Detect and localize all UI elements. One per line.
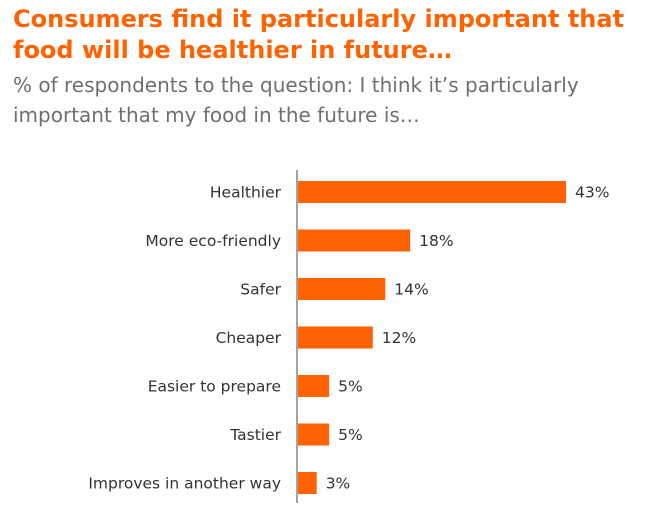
bar-safer — [298, 278, 386, 300]
category-label-tastier: Tastier — [229, 426, 281, 444]
category-label-safer: Safer — [240, 281, 281, 299]
value-label-healthier: 43% — [575, 184, 609, 202]
bar-improves-in-another-way — [298, 472, 317, 494]
bar-tastier — [298, 423, 330, 446]
category-label-easier-to-prepare: Easier to prepare — [148, 378, 281, 396]
value-label-tastier: 5% — [338, 426, 363, 444]
bars-group: Healthier 43% More eco-friendly 18% Safer 14%… — [88, 181, 609, 494]
value-label-more-eco-friendly: 18% — [419, 232, 453, 250]
value-label-safer: 14% — [394, 281, 428, 299]
bar-cheaper — [298, 326, 373, 349]
value-label-easier-to-prepare: 5% — [338, 378, 363, 396]
chart-subtitle: % of respondents to the question: I thin… — [13, 73, 579, 127]
value-label-improves-in-another-way: 3% — [326, 475, 351, 493]
bar-easier-to-prepare — [298, 375, 330, 397]
value-label-cheaper: 12% — [382, 329, 416, 347]
bar-healthier — [298, 181, 566, 203]
chart-title: Consumers find it particularly important… — [13, 5, 625, 64]
category-label-more-eco-friendly: More eco-friendly — [145, 232, 281, 250]
bar-more-eco-friendly — [298, 229, 411, 252]
category-label-cheaper: Cheaper — [216, 329, 282, 347]
category-label-improves-in-another-way: Improves in another way — [88, 475, 281, 493]
category-label-healthier: Healthier — [210, 184, 282, 202]
